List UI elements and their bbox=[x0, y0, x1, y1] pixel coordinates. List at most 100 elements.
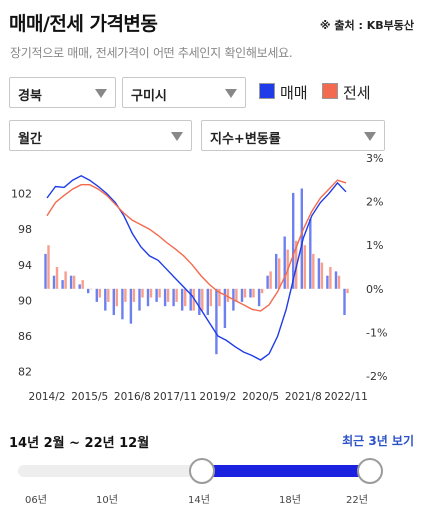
change-rate-bar bbox=[189, 288, 192, 311]
change-rate-bar bbox=[158, 288, 161, 298]
chevron-down-icon bbox=[171, 132, 183, 141]
change-rate-bar bbox=[206, 288, 209, 315]
change-rate-bar bbox=[215, 288, 218, 355]
change-rate-bar bbox=[257, 288, 261, 307]
change-rate-bar bbox=[275, 253, 278, 289]
change-rate-bar bbox=[317, 258, 321, 289]
change-rate-bar bbox=[61, 280, 64, 289]
change-rate-bar bbox=[141, 288, 144, 298]
x-tick-label: 2014/2 bbox=[29, 391, 66, 403]
range-tick-label: 18년 bbox=[279, 495, 301, 506]
change-rate-bar bbox=[81, 280, 84, 289]
change-rate-bar bbox=[198, 288, 201, 315]
change-rate-bar bbox=[300, 188, 303, 289]
change-rate-bar bbox=[166, 288, 170, 302]
change-rate-bar bbox=[64, 271, 67, 289]
change-rate-bar bbox=[90, 288, 93, 290]
price-chart[interactable]: 82 86 90 94 98 102 3% 2% 1% 0% -1% -2% 2014/2 2015/5 2… bbox=[0, 150, 424, 410]
y-right-tick-label: -1% bbox=[366, 326, 387, 339]
interval-select[interactable]: 월간 bbox=[9, 120, 192, 151]
y-left-tick-label: 102 bbox=[11, 188, 32, 201]
legend-label-sale: 매매 bbox=[280, 84, 308, 102]
x-tick-label: 2016/8 bbox=[114, 391, 151, 403]
change-rate-bar bbox=[55, 267, 59, 289]
change-rate-bar bbox=[132, 288, 136, 302]
change-rate-bar bbox=[337, 275, 341, 289]
city-select[interactable]: 구미시 bbox=[122, 77, 246, 108]
y-left-tick-label: 98 bbox=[18, 223, 32, 236]
change-rate-bar bbox=[243, 288, 247, 298]
y-right-tick-label: -2% bbox=[366, 370, 387, 383]
recent-3-years-button[interactable]: 최근 3년 보기 bbox=[342, 434, 414, 448]
change-rate-bar bbox=[218, 288, 221, 307]
change-rate-bar bbox=[309, 219, 312, 289]
change-rate-bar bbox=[149, 288, 153, 298]
change-rate-bar bbox=[129, 288, 133, 324]
x-tick-label: 2017/11 bbox=[153, 391, 197, 403]
change-rate-bar bbox=[138, 288, 141, 311]
interval-select-value: 월간 bbox=[18, 132, 42, 147]
range-tick-label: 14년 bbox=[188, 495, 210, 506]
change-rate-bar bbox=[223, 288, 227, 328]
region-select[interactable]: 경북 bbox=[9, 77, 116, 108]
data-source: ※ 출처 : KB부동산 bbox=[319, 19, 414, 32]
legend-toggle-jeonse[interactable]: 전세 bbox=[322, 81, 388, 103]
change-rate-bar bbox=[240, 288, 244, 302]
y-left-tick-label: 82 bbox=[18, 366, 32, 379]
legend-swatch-sale bbox=[259, 83, 275, 99]
legend-label-jeonse: 전세 bbox=[343, 84, 371, 102]
y-left-tick-label: 90 bbox=[18, 294, 32, 307]
change-rate-bar bbox=[72, 275, 76, 289]
change-rate-bar bbox=[209, 288, 212, 307]
y-left-tick-label: 86 bbox=[18, 330, 32, 343]
change-rate-bar bbox=[269, 271, 272, 289]
range-end-handle[interactable] bbox=[357, 458, 383, 484]
legend-toggle-sale[interactable]: 매매 bbox=[259, 81, 325, 103]
change-rate-bar bbox=[346, 288, 349, 294]
change-rate-bar bbox=[47, 245, 50, 289]
range-slider-fill bbox=[202, 465, 370, 477]
change-rate-bar bbox=[260, 288, 264, 294]
y-right-tick-label: 0% bbox=[366, 283, 383, 296]
change-rate-bar bbox=[326, 275, 329, 289]
x-tick-label: 2021/8 bbox=[285, 391, 322, 403]
index-line bbox=[46, 175, 347, 361]
change-rate-bar bbox=[184, 288, 187, 307]
range-tick-label: 10년 bbox=[96, 495, 118, 506]
metric-select-value: 지수+변동률 bbox=[210, 132, 281, 147]
change-rate-bar bbox=[181, 288, 184, 311]
change-rate-bar bbox=[252, 288, 255, 298]
metric-select[interactable]: 지수+변동률 bbox=[201, 120, 385, 151]
change-rate-bar bbox=[104, 288, 107, 311]
region-select-value: 경북 bbox=[18, 89, 42, 104]
change-rate-bar bbox=[78, 284, 81, 289]
change-rate-bar bbox=[266, 275, 269, 289]
change-rate-bar bbox=[107, 288, 110, 302]
y-left-tick-label: 94 bbox=[18, 259, 32, 272]
change-rate-bar bbox=[52, 275, 56, 289]
x-tick-label: 2015/5 bbox=[71, 391, 108, 403]
city-select-value: 구미시 bbox=[131, 89, 167, 104]
x-tick-label: 2020/5 bbox=[242, 391, 279, 403]
change-rate-bar bbox=[343, 288, 346, 315]
change-rate-bar bbox=[146, 288, 150, 307]
change-rate-bar bbox=[172, 288, 175, 307]
change-rate-bar bbox=[155, 288, 158, 302]
range-tick-label: 22년 bbox=[346, 495, 368, 506]
index-line bbox=[46, 179, 347, 312]
change-rate-bar bbox=[175, 288, 178, 302]
change-rate-bar bbox=[192, 288, 195, 311]
x-tick-label: 2019/2 bbox=[199, 391, 236, 403]
y-right-tick-label: 1% bbox=[366, 239, 383, 252]
description: 장기적으로 매매, 전세가격이 어떤 추세인지 확인해보세요. bbox=[10, 46, 293, 60]
change-rate-bar bbox=[329, 267, 332, 289]
range-start-handle[interactable] bbox=[189, 458, 215, 484]
chevron-down-icon bbox=[364, 132, 376, 141]
change-rate-bar bbox=[115, 288, 118, 307]
change-rate-bar bbox=[87, 288, 90, 294]
y-right-tick-label: 2% bbox=[366, 196, 383, 209]
change-rate-bar bbox=[163, 288, 167, 307]
change-rate-bar bbox=[292, 192, 295, 289]
range-tick-label: 06년 bbox=[25, 495, 47, 506]
change-rate-bar bbox=[98, 288, 101, 298]
